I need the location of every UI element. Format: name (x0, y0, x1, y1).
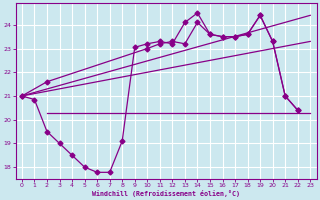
X-axis label: Windchill (Refroidissement éolien,°C): Windchill (Refroidissement éolien,°C) (92, 190, 240, 197)
